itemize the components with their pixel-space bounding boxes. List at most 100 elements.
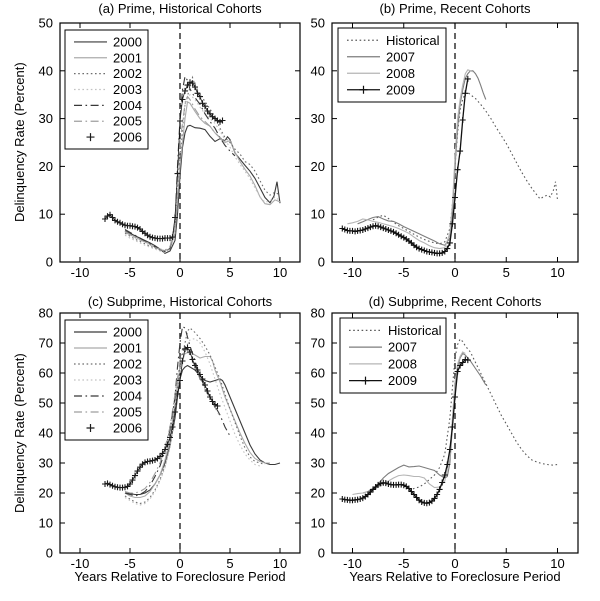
y-tick-label: 40: [311, 63, 325, 78]
series-2001: [124, 351, 270, 499]
series-2009: [339, 356, 471, 507]
panel-a: -10 -5 0 5 10 0 10 20 30 40 50 20002001200220032004…: [39, 16, 301, 280]
axes-c: -10 -5 0 5 10 0 10 20 30 40 50 60 70 80: [39, 306, 301, 571]
legend-label: 2001: [113, 50, 142, 65]
x-tick-label: -5: [124, 556, 136, 571]
y-tick-label: 70: [39, 336, 53, 351]
series-2003: [124, 93, 281, 253]
y-tick-label: 80: [311, 306, 325, 321]
y-tick-label: 0: [318, 255, 325, 270]
x-tick-label: 5: [226, 556, 233, 571]
y-tick-label: 30: [311, 456, 325, 471]
legend-label: 2006: [113, 421, 142, 436]
x-tick-label: -5: [124, 265, 136, 280]
series-2006: [102, 79, 226, 242]
panel-c-title: (c) Subprime, Historical Cohorts: [87, 294, 273, 309]
plus-markers: [102, 79, 226, 242]
series-2007: [362, 352, 487, 494]
panel-c-xlabel: Years Relative to Foreclosure Period: [74, 569, 286, 584]
panel-a-title: (a) Prime, Historical Cohorts: [98, 1, 262, 16]
y-tick-label: 10: [39, 516, 53, 531]
axes-a: -10 -5 0 5 10 0 10 20 30 40 50: [39, 16, 301, 280]
legend-label: Historical: [388, 323, 442, 338]
plus-markers: [339, 356, 471, 507]
y-tick-label: 0: [46, 546, 53, 561]
y-tick-label: 50: [39, 396, 53, 411]
series-2004: [124, 75, 236, 253]
y-tick-label: 40: [39, 63, 53, 78]
legend-label: 2003: [113, 82, 142, 97]
plot-border: [59, 22, 301, 263]
series-historical: [372, 91, 559, 245]
series-2005: [124, 95, 226, 251]
legend-label: 2008: [386, 66, 415, 81]
legend-plus-marker: [86, 133, 95, 142]
x-tick-label: -10: [343, 556, 362, 571]
x-tick-label: 10: [550, 265, 564, 280]
series-2000: [124, 124, 281, 255]
y-tick-label: 20: [311, 159, 325, 174]
legend-label: 2001: [113, 341, 142, 356]
legend-label: 2007: [388, 340, 417, 355]
x-tick-label: 0: [176, 556, 183, 571]
plot-border: [59, 312, 301, 554]
x-tick-label: -10: [343, 265, 362, 280]
y-tick-label: 10: [39, 207, 53, 222]
legend-label: 2002: [113, 357, 142, 372]
legend-label: 2005: [113, 114, 142, 129]
y-tick-label: 30: [39, 111, 53, 126]
legend-label: 2000: [113, 325, 142, 340]
legend-label: 2009: [388, 373, 417, 388]
y-tick-label: 70: [311, 336, 325, 351]
panel-a-ylabel: Delinquency Rate (Percent): [12, 62, 27, 223]
panel-c-ylabel: Delinquency Rate (Percent): [12, 353, 27, 513]
legend-label: 2005: [113, 405, 142, 420]
legend-label: 2008: [388, 356, 417, 371]
x-tick-label: 5: [503, 265, 510, 280]
x-tick-label: 10: [273, 265, 287, 280]
y-tick-label: 30: [39, 456, 53, 471]
y-tick-label: 10: [311, 207, 325, 222]
y-tick-label: 20: [39, 159, 53, 174]
y-tick-label: 50: [39, 16, 53, 31]
legend-label: 2009: [386, 82, 415, 97]
y-tick-label: 40: [39, 426, 53, 441]
x-tick-label: -10: [71, 556, 90, 571]
y-tick-label: 80: [39, 306, 53, 321]
x-tick-label: -5: [398, 556, 410, 571]
y-tick-label: 0: [318, 546, 325, 561]
y-tick-label: 0: [46, 255, 53, 270]
legend-label: 2002: [113, 66, 142, 81]
y-tick-label: 50: [311, 396, 325, 411]
legend-plus-marker: [86, 424, 95, 432]
series-2001: [124, 101, 281, 252]
y-tick-label: 20: [39, 486, 53, 501]
panel-d: -10 -5 0 5 10 0 10 20 30 40 50 60 70 80 Historical 2007…: [311, 306, 579, 571]
series-2003: [124, 337, 261, 506]
x-tick-label: -5: [398, 265, 410, 280]
x-tick-label: 5: [503, 556, 510, 571]
plot-border: [331, 22, 579, 263]
legend-label: 2003: [113, 373, 142, 388]
legend-plus-marker: [361, 376, 370, 385]
legend-label: Historical: [386, 33, 440, 48]
plot-border: [331, 312, 579, 554]
legend-plus-marker: [359, 85, 368, 94]
y-tick-label: 30: [311, 111, 325, 126]
x-tick-label: 0: [451, 556, 458, 571]
legend-label: 2007: [386, 49, 415, 64]
x-tick-label: 0: [176, 265, 183, 280]
x-tick-label: 0: [451, 265, 458, 280]
legend-label: 2004: [113, 389, 142, 404]
axes-b: -10 -5 0 5 10 0 10 20 30 40 50: [311, 16, 579, 280]
legend-label: 2004: [113, 98, 142, 113]
axes-d: -10 -5 0 5 10 0 10 20 30 40 50 60 70 80: [311, 306, 579, 571]
y-tick-label: 40: [311, 426, 325, 441]
panel-d-xlabel: Years Relative to Foreclosure Period: [349, 569, 561, 584]
series-2002: [124, 75, 281, 253]
series-historical: [408, 338, 558, 491]
plus-markers: [102, 344, 221, 491]
